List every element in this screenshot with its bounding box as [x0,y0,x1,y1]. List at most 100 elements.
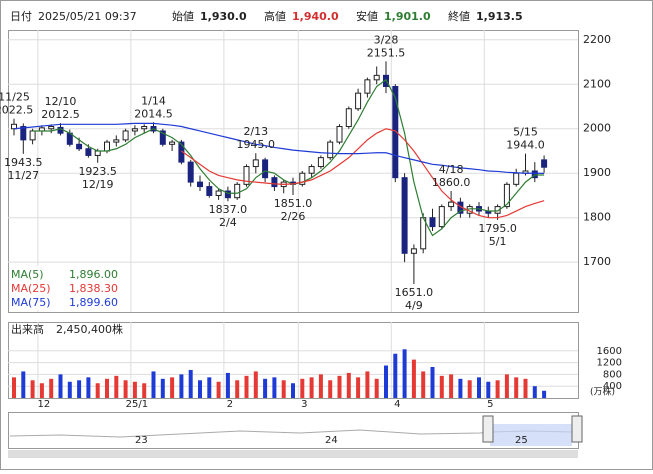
volume-bar [514,377,519,398]
candle-body [271,177,278,188]
volume-bar [244,375,249,398]
legend-name: MA(75) [11,296,51,309]
candle-body [401,177,408,254]
y-tick-label: 1900 [583,166,611,179]
volume-bar [253,371,258,398]
candle-body [20,126,27,141]
volume-panel [8,322,579,399]
x-tick-label: 12 [38,399,51,410]
volume-bar [365,371,370,398]
volume-bar [30,380,35,398]
candle-body [113,139,120,143]
volume-bar [384,365,388,398]
volume-unit: (万株) [590,386,615,398]
volume-bar [216,381,221,398]
volume-bar [346,372,351,398]
annotation-date: 2/4 [219,216,237,229]
candle-body [141,126,148,130]
volume-bar [272,377,277,398]
volume-bar [114,375,119,398]
volume-bar [439,375,444,398]
volume-bar [188,369,193,398]
annotation-price: 2022.5 [0,104,33,117]
header-date-label: 日付 [10,10,32,23]
x-tick-label: 4 [394,399,400,410]
annotation-price: 2014.5 [134,107,173,120]
annotation-price: 1837.0 [209,203,248,216]
navigator-handle-left[interactable] [482,415,494,443]
candle-body [131,128,138,132]
annotation-price: 1851.0 [274,197,313,210]
volume-bar [58,374,63,398]
volume-bar [132,381,137,398]
legend-value: 1,899.60 [69,296,118,309]
candle-body [224,190,231,199]
volume-bar [225,372,230,398]
candle-body [243,166,250,185]
annotation-date: 12/19 [82,178,114,191]
candle-body [420,217,427,250]
annotation-price: 1944.0 [506,139,545,152]
volume-bar [67,381,72,398]
volume-bar [123,380,128,398]
volume-bar [495,380,500,398]
volume-bar [12,377,16,398]
header-low: 1,901.0 [384,10,431,23]
volume-bar [105,378,109,398]
volume-bar [477,377,481,398]
candle-body [345,108,352,128]
annotation-price: 1795.0 [478,222,517,235]
volume-bar [542,390,547,398]
volume-latest: 2,450,400株 [56,322,123,336]
y-tick-label: 2200 [583,33,611,46]
header-close-label: 終値 [448,9,470,23]
x-tick-label: 5 [487,399,493,410]
annotation-price: 1943.5 [4,156,43,169]
candle-body [513,172,520,185]
navigator-label: 23 [135,435,148,446]
y-tick-label: 2100 [583,77,611,90]
legend-box [10,266,120,310]
annotation-date: 5/1 [489,235,507,248]
candle-body [262,159,269,179]
navigator-window[interactable] [490,424,572,446]
candle-body [392,85,399,179]
candle-body [410,248,417,254]
annotation-date: 4/9 [405,299,423,312]
volume-bar [318,374,323,398]
volume-bar [179,374,184,398]
volume-bar [449,374,454,398]
volume-bar [486,381,491,398]
volume-bar [49,378,54,398]
candle-body [159,130,166,145]
header-open-label: 始値 [172,9,194,23]
volume-tick-label: 1600 [597,346,622,357]
legend-name: MA(5) [11,268,44,281]
candle-body [29,130,36,141]
legend-value: 1,896.00 [69,268,118,281]
navigator-handle-right[interactable] [571,415,583,443]
annotation-date: 12/10 [45,95,77,108]
volume-bar [198,380,202,398]
volume-bar [235,380,240,398]
candle-body [215,190,222,196]
annotation-price: 2151.5 [367,46,406,59]
candle-body [336,126,343,143]
candle-body [48,126,55,130]
annotation-date: 4/18 [439,163,464,176]
scrollbar[interactable] [8,450,578,458]
volume-bar [170,377,175,398]
annotation-date: 3/28 [374,33,399,46]
volume-bar [207,377,212,398]
header-date: 2025/05/21 09:37 [38,10,137,23]
volume-bar [160,378,165,398]
candle-body [94,150,101,156]
volume-bar [142,383,147,398]
navigator-label: 25 [515,435,528,446]
annotation-price: 2012.5 [41,108,80,121]
navigator-label: 24 [325,435,338,446]
volume-bar [300,378,305,398]
volume-bar [458,378,463,398]
y-tick-label: 2000 [583,122,611,135]
